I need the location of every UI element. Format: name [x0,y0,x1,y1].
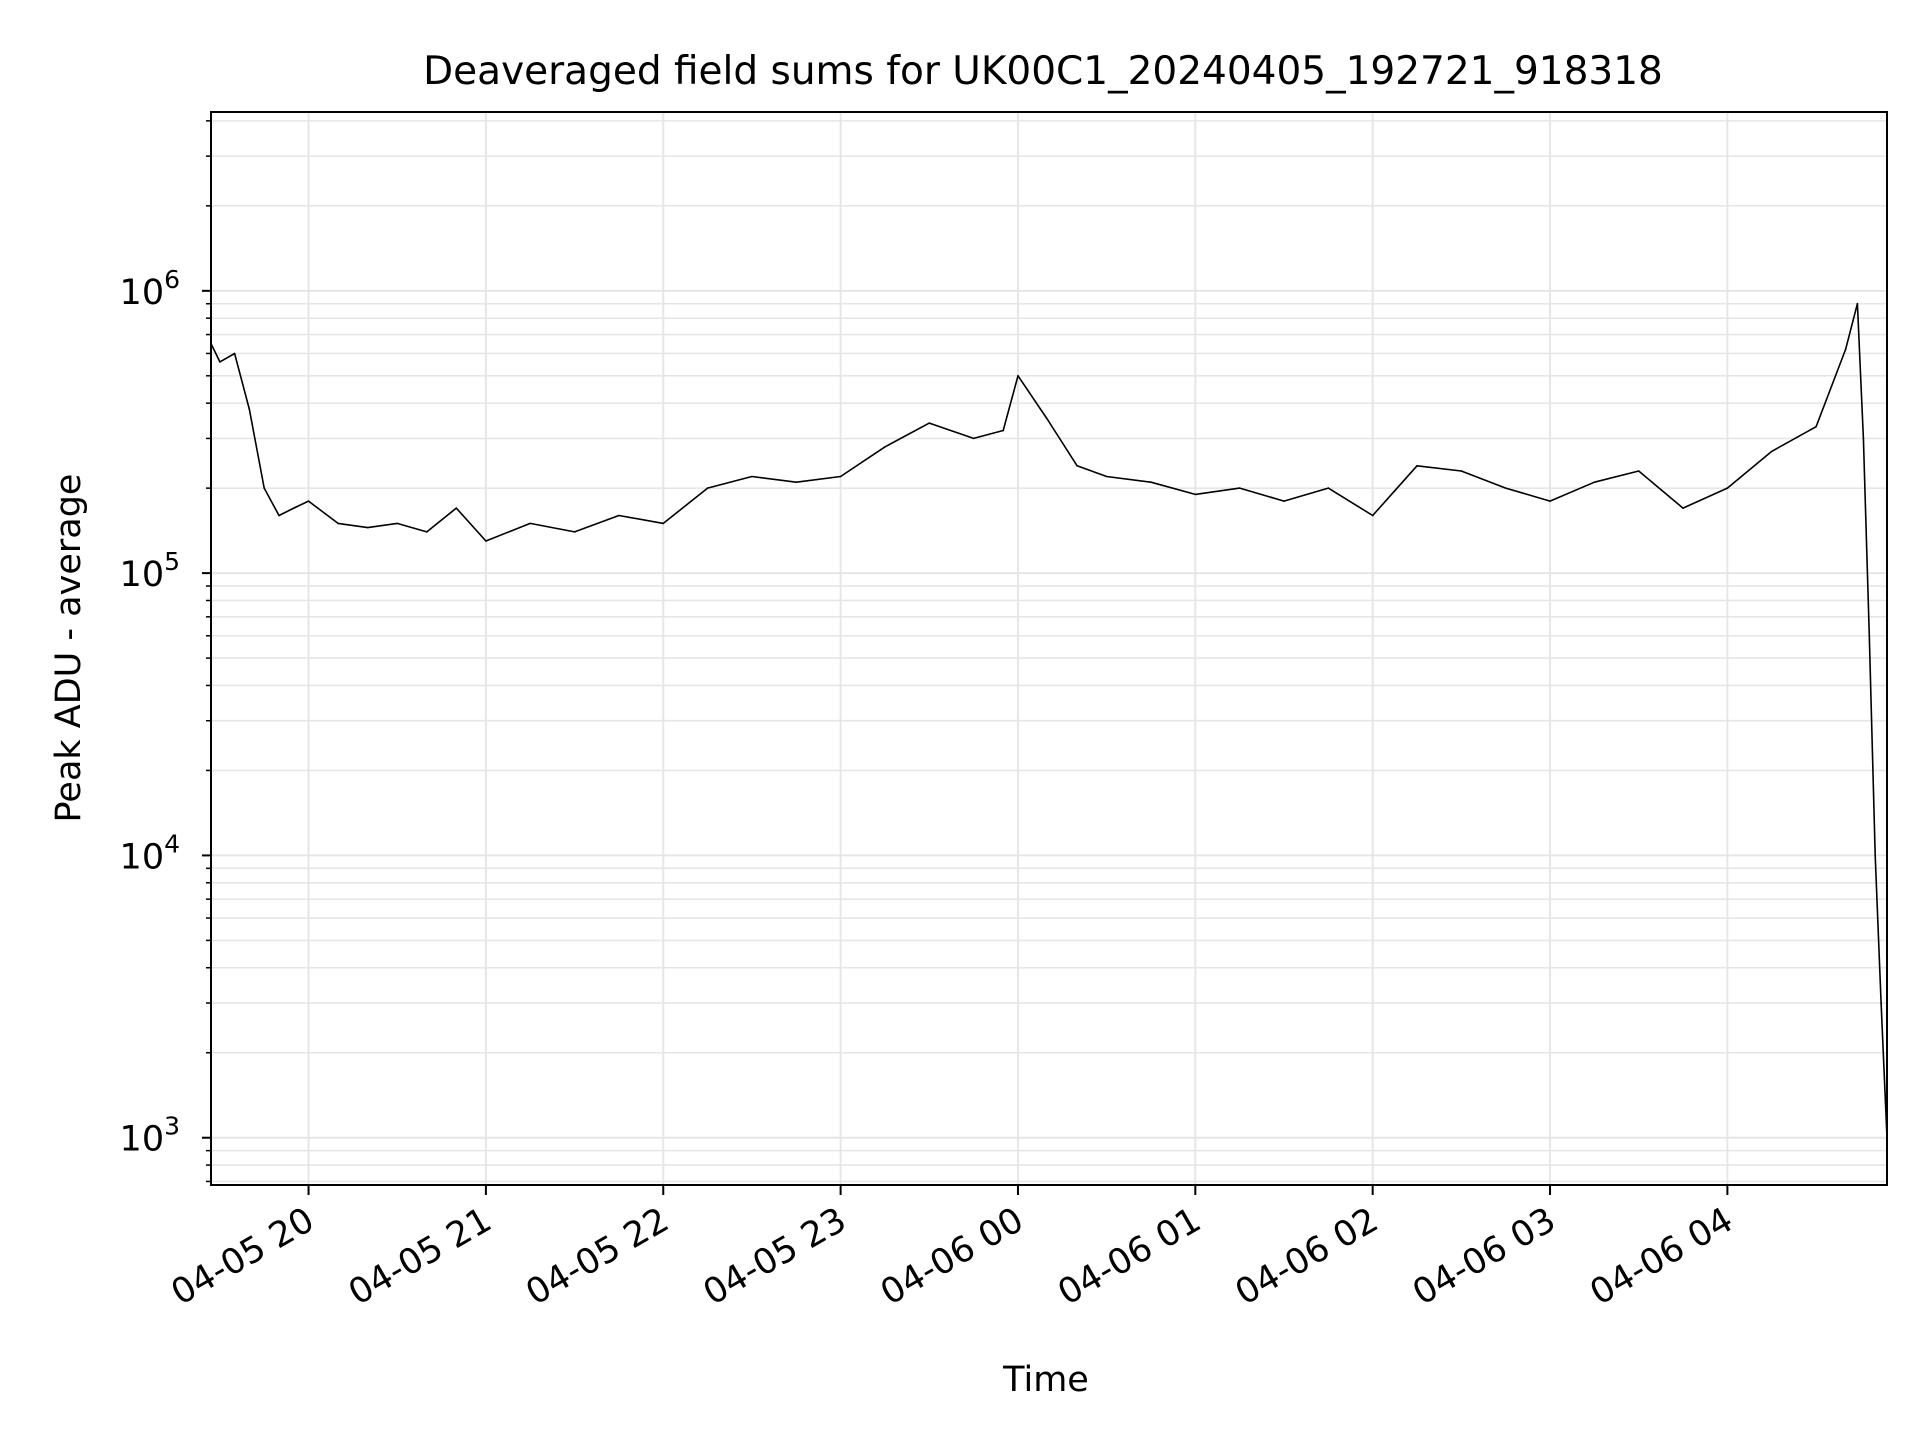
data-point [1504,487,1507,489]
data-point [1416,465,1418,467]
data-point [972,437,975,440]
data-point [233,352,236,355]
data-point [884,446,886,448]
data-point [1017,375,1019,377]
data-point [706,487,709,489]
data-point [573,531,576,533]
data-point [1770,450,1773,453]
data-point [1880,1002,1882,1004]
data-point [248,408,251,411]
data-point [278,514,280,517]
data-point [485,540,487,542]
data-point [1460,470,1463,472]
data-point [293,507,295,509]
data-point [1002,429,1004,432]
data-point [219,361,221,363]
data-point [1868,635,1871,637]
grid [211,112,1887,1185]
data-point [1046,418,1049,421]
y-tick-label: 103 [120,1112,180,1160]
chart-title: Deaveraged field sums for UK00C1_2024040… [423,49,1663,94]
y-tick-label: 106 [120,265,180,313]
data-point [839,475,842,478]
data-point [1371,514,1374,517]
data-point [618,514,620,517]
data-point [396,522,399,525]
x-axis-label: Time [1002,1360,1089,1400]
data-point [1076,465,1078,467]
data-point [1815,425,1817,428]
data-point [263,487,266,489]
data-point [1682,507,1684,509]
data-point [1549,500,1551,502]
data-point [1283,500,1285,502]
data-point [1726,487,1729,489]
data-point [751,475,753,478]
data-point [455,507,458,509]
data-point [1862,437,1865,440]
y-axis-label: Peak ADU - average [49,474,89,823]
data-point [366,526,369,529]
data-point [1105,475,1108,478]
y-tick-label: 105 [120,547,180,595]
series-layer [210,302,1888,1139]
data-point [1194,493,1197,496]
data-point [1856,302,1859,305]
data-point [307,500,310,502]
data-point [1844,348,1847,351]
data-point [1593,481,1596,484]
data-point [1874,854,1876,857]
data-point [1238,487,1241,489]
y-tick-label: 104 [120,829,180,877]
data-point [426,531,428,533]
data-point [928,422,931,424]
data-point [1150,481,1152,484]
data-point [1327,487,1330,489]
data-point [795,481,798,484]
data-point [337,522,339,525]
data-point [529,522,531,525]
plot-area-frame [210,111,1888,1186]
data-point [662,522,665,525]
data-point [1637,470,1640,472]
